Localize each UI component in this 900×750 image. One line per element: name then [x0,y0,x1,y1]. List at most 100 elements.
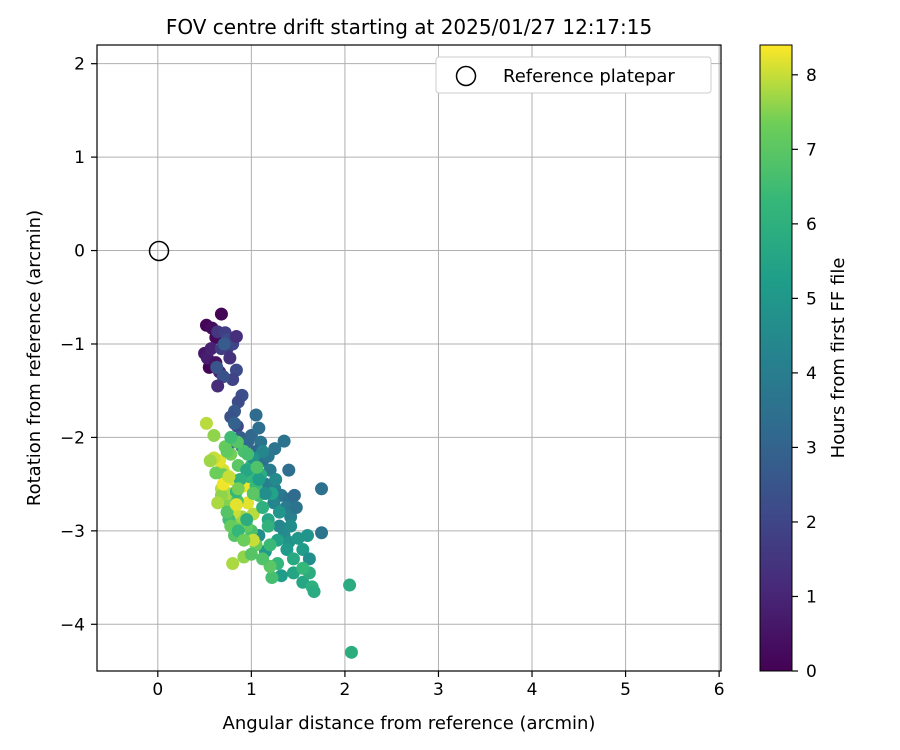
colorbar-tick-label: 2 [806,513,817,533]
data-point [216,370,230,384]
x-tick-label: 6 [714,680,725,700]
legend-label: Reference platepar [503,66,675,87]
y-tick-label: 2 [74,55,85,75]
colorbar-tick-label: 0 [806,662,817,682]
x-axis-ticks: 0 1 2 3 4 5 6 [152,671,725,700]
data-point [300,529,314,543]
y-tick-label: 0 [74,242,85,262]
data-point [211,379,225,393]
data-point [210,360,224,374]
data-point [220,505,234,519]
x-tick-label: 1 [246,680,257,700]
colorbar-tick-label: 5 [806,289,817,309]
data-point [296,543,310,557]
data-point [246,486,260,500]
y-tick-label: 1 [74,148,85,168]
data-point [277,434,291,448]
y-axis-ticks: −4 −3 −2 −1 0 1 2 [60,55,97,635]
data-point [228,416,242,430]
chart-title: FOV centre drift starting at 2025/01/27 … [166,15,652,39]
x-tick-label: 4 [527,680,538,700]
data-point [296,561,310,575]
reference-platepar-marker [148,240,170,262]
data-point [203,454,217,468]
data-point [224,430,238,444]
x-tick-label: 5 [620,680,631,700]
data-point [244,547,258,561]
colorbar-tick-label: 1 [806,587,817,607]
data-point [237,533,251,547]
data-point [229,330,243,344]
legend-box [435,56,712,94]
data-point [241,496,255,510]
data-point [250,460,264,474]
data-point [268,442,282,456]
colorbar-tick-label: 7 [806,140,817,160]
y-tick-label: −1 [60,335,85,355]
y-tick-label: −3 [60,522,85,542]
legend: Reference platepar [435,56,712,94]
gridlines [97,45,721,671]
data-point [222,470,236,484]
data-point [249,408,263,422]
data-point [231,524,245,538]
data-point [263,538,277,552]
data-point [289,500,303,514]
data-point [261,519,275,533]
data-point [223,351,237,365]
data-point [229,498,243,512]
legend-marker [455,65,477,87]
data-point [240,513,254,527]
colorbar-ticks: 0 1 2 3 4 5 6 7 8 [792,66,817,682]
data-point [307,585,321,599]
y-axis-label: Rotation from reference (arcmin) [24,210,45,506]
data-point [214,307,228,321]
y-tick-label: −2 [60,428,85,448]
data-point [252,472,266,486]
data-point [207,429,221,443]
data-point [315,526,329,540]
data-point [217,337,231,351]
data-point [256,444,270,458]
x-tick-label: 0 [152,680,163,700]
colorbar-label: Hours from first FF file [828,258,849,459]
colorbar-tick-label: 8 [806,66,817,86]
data-point [272,505,286,519]
data-points [198,307,358,659]
y-tick-label: −4 [60,615,85,635]
data-point [211,496,225,510]
data-point [280,543,294,557]
data-point [269,472,283,486]
data-point [252,421,266,435]
x-tick-label: 3 [433,680,444,700]
data-point [287,488,301,502]
data-point [284,510,298,524]
data-point [258,486,272,500]
data-point [282,463,296,477]
data-point [246,533,260,547]
data-point [241,447,255,461]
data-point [302,552,316,566]
data-point [265,571,279,585]
x-axis-label: Angular distance from reference (arcmin) [223,713,596,734]
colorbar-tick-label: 3 [806,438,817,458]
colorbar-tick-label: 6 [806,215,817,235]
data-point [231,482,245,496]
data-point [220,444,234,458]
data-point [343,578,357,592]
data-point [344,645,358,659]
data-point [226,557,240,571]
data-point [204,342,218,356]
x-tick-label: 2 [340,680,351,700]
colorbar [759,44,793,672]
data-point [284,519,298,533]
data-point [315,482,329,496]
data-point [199,416,213,430]
data-point [256,552,270,566]
colorbar-tick-label: 4 [806,364,817,384]
data-point [286,552,300,566]
data-point [256,500,270,514]
data-point [240,463,254,477]
plot-frame [96,44,722,672]
